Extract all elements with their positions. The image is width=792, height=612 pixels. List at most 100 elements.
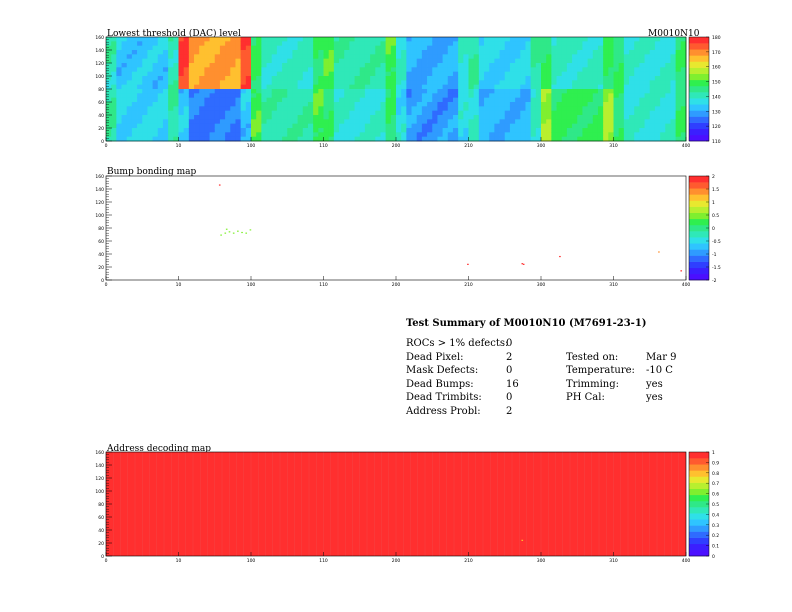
heatmap-cell <box>525 123 532 129</box>
heatmap-cell <box>551 45 557 51</box>
heatmap-cell <box>147 93 154 99</box>
heatmap-cell <box>235 119 242 125</box>
y-tick-label: 160 <box>95 35 104 41</box>
heatmap-cell <box>276 50 283 55</box>
heatmap-cell <box>468 76 475 81</box>
heatmap-cell <box>328 84 335 90</box>
heatmap-cell <box>333 58 340 64</box>
heatmap-cell <box>654 84 661 90</box>
heatmap-cell <box>442 97 449 103</box>
heatmap-cell <box>204 76 210 81</box>
heatmap-cell <box>473 102 480 107</box>
heatmap-cell <box>194 106 200 112</box>
heatmap-cell <box>644 110 651 116</box>
heatmap-cell <box>333 110 340 116</box>
heatmap-cell <box>401 132 407 138</box>
heatmap-cell <box>509 84 516 90</box>
heatmap-cell <box>287 58 293 64</box>
heatmap-cell <box>665 123 671 129</box>
heatmap-cell <box>572 58 578 64</box>
heatmap-cell <box>235 128 242 133</box>
heatmap-cell <box>406 136 412 142</box>
heatmap-cell <box>209 63 216 68</box>
heatmap-cell <box>292 54 299 60</box>
heatmap-cell <box>670 67 677 73</box>
heatmap-cell <box>411 41 418 47</box>
heatmap-cell <box>572 67 578 73</box>
heatmap-cell <box>675 106 682 112</box>
heatmap-cell <box>375 54 381 60</box>
heatmap-cell <box>582 84 589 90</box>
heatmap-cell <box>349 128 355 133</box>
heatmap-cell <box>168 80 174 86</box>
heatmap-cell <box>370 119 376 125</box>
heatmap-cell <box>142 136 148 142</box>
heatmap-cell <box>204 80 210 86</box>
heatmap-cell <box>178 132 185 138</box>
heatmap-cell <box>271 102 278 107</box>
heatmap-cell <box>256 106 262 112</box>
heatmap-cell <box>364 50 371 55</box>
heatmap-cell <box>204 45 210 51</box>
heatmap-cell <box>380 102 387 107</box>
heatmap-cell <box>484 71 490 77</box>
heatmap-cell <box>566 110 573 116</box>
heatmap-cell <box>235 67 242 73</box>
heatmap-cell <box>530 63 537 68</box>
heatmap-cell <box>214 80 221 86</box>
heatmap-cell <box>468 119 475 125</box>
heatmap-cell <box>230 102 236 107</box>
heatmap-cell <box>147 110 154 116</box>
heatmap-cell <box>484 45 490 51</box>
heatmap-cell <box>566 58 573 64</box>
heatmap-cell <box>209 93 216 99</box>
heatmap-cell <box>271 119 278 125</box>
heatmap-cell <box>427 102 433 107</box>
heatmap-cell <box>152 54 159 60</box>
heatmap-cell <box>541 123 547 129</box>
heatmap-cell <box>116 58 122 64</box>
heatmap-cell <box>225 93 231 99</box>
heatmap-cell <box>509 132 516 138</box>
x-tick-label: 10 <box>176 558 182 564</box>
heatmap-cell <box>235 89 242 94</box>
heatmap-cell <box>421 45 428 51</box>
heatmap-cell <box>199 106 205 112</box>
heatmap-cell <box>359 41 366 47</box>
heatmap-cell <box>380 119 387 125</box>
heatmap-cell <box>421 97 428 103</box>
heatmap-cell <box>463 110 469 116</box>
heatmap-cell <box>380 80 387 86</box>
heatmap-cell <box>344 54 350 60</box>
heatmap-cell <box>592 89 599 94</box>
heatmap-cell <box>421 41 428 47</box>
heatmap-cell <box>147 128 154 133</box>
heatmap-cell <box>406 41 412 47</box>
heatmap-cell <box>509 54 516 60</box>
heatmap-cell <box>406 128 412 133</box>
heatmap-cell <box>396 123 402 129</box>
heatmap-cell <box>665 110 671 116</box>
heatmap-cell <box>354 102 361 107</box>
heatmap-cell <box>313 41 319 47</box>
heatmap-cell <box>354 41 361 47</box>
heatmap-cell <box>603 41 609 47</box>
heatmap-cell <box>292 84 299 90</box>
heatmap-cell <box>530 132 537 138</box>
heatmap-cell <box>297 67 304 73</box>
heatmap-cell <box>287 63 293 68</box>
heatmap-cell <box>654 71 661 77</box>
heatmap-cell <box>499 97 506 103</box>
bump-defect-point <box>220 234 222 236</box>
heatmap-cell <box>106 58 112 64</box>
heatmap-cell <box>504 136 511 142</box>
heatmap-cell <box>587 71 594 77</box>
heatmap-cell <box>297 123 304 129</box>
heatmap-cell <box>535 97 542 103</box>
heatmap-cell <box>494 89 500 94</box>
heatmap-cell <box>318 97 324 103</box>
heatmap-cell <box>168 50 174 55</box>
heatmap-cell <box>194 102 200 107</box>
heatmap-cell <box>328 45 335 51</box>
heatmap-cell <box>396 119 402 125</box>
